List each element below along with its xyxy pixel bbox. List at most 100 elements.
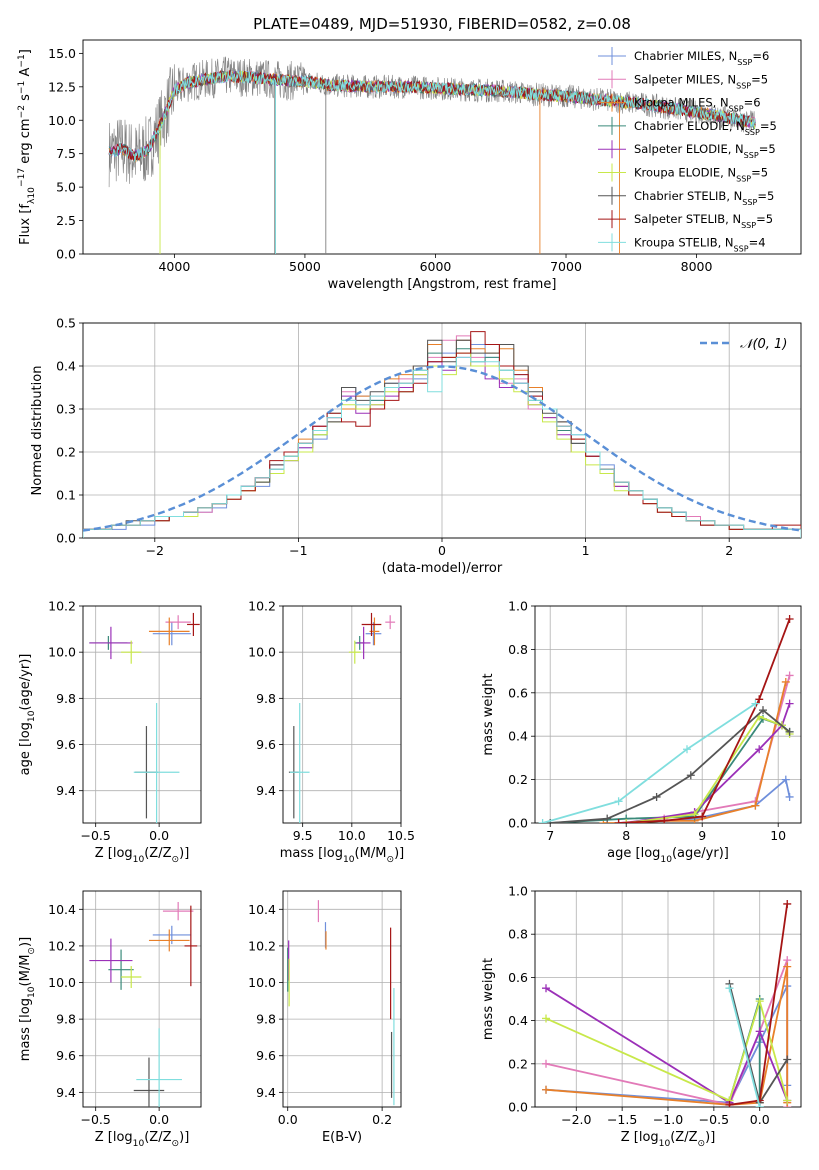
legend-label-part: =6 xyxy=(744,96,761,110)
weight-marker xyxy=(781,775,790,784)
y-axis-label-part: −1 xyxy=(17,81,27,94)
y-axis-label: mass [log10(M/M⊙)] xyxy=(18,937,37,1061)
weight-marker xyxy=(785,671,794,680)
x-axis-label: Z [log10(Z/Z⊙)] xyxy=(621,1130,716,1149)
axes-frame xyxy=(534,890,802,1108)
legend-label-part: =5 xyxy=(757,189,774,203)
axes-frame xyxy=(282,890,402,1108)
y-axis-label-part: )] xyxy=(18,937,33,947)
weight_vs_Z-plot-area xyxy=(542,899,792,1107)
x-axis-label-part: (Z/Z xyxy=(144,846,171,861)
weight-marker xyxy=(725,1100,734,1107)
age_vs_Z-plot-area xyxy=(89,612,200,823)
x-tick-label: −1.0 xyxy=(653,1112,683,1127)
x-axis-label: E(B-V) xyxy=(322,1130,362,1145)
y-tick-label: 10.0 xyxy=(48,113,76,128)
spectrum-model-kroupa_stelib xyxy=(108,70,756,162)
legend-label-part: =5 xyxy=(751,72,768,86)
x-axis-label-part: 10 xyxy=(133,855,145,865)
x-tick-label: −2.0 xyxy=(561,1112,591,1127)
x-axis-label: age [log10(age/yr)] xyxy=(607,846,729,865)
legend-label-part: SSP xyxy=(729,104,744,113)
legend-label-part: SSP xyxy=(745,127,760,136)
x-axis-label-part: 10 xyxy=(343,855,355,865)
x-axis-label-part: 10 xyxy=(133,1139,145,1149)
y-tick-label: 10.2 xyxy=(48,938,76,953)
legend-label: Salpeter MILES, NSSP=5 xyxy=(634,72,768,90)
x-axis-label: wavelength [Angstrom, rest frame] xyxy=(328,277,557,292)
legend-label: Chabrier STELIB, NSSP=5 xyxy=(634,189,774,207)
legend-label: Salpeter ELODIE, NSSP=5 xyxy=(634,142,776,160)
y-tick-label: 0.0 xyxy=(508,1100,528,1115)
weight-marker xyxy=(751,699,760,708)
y-tick-label: 10.4 xyxy=(48,902,76,917)
x-axis-label-part: ⊙ xyxy=(698,1139,706,1149)
axes-frame xyxy=(82,890,202,1108)
y-tick-label: 0.4 xyxy=(56,359,76,374)
x-tick-label: 4000 xyxy=(158,259,190,274)
weight-marker xyxy=(686,771,695,780)
x-axis-label-part: (M/M xyxy=(355,846,387,861)
y-tick-label: 0.6 xyxy=(508,970,528,985)
y-axis-label: Flux [fλ10−17 erg cm−2 s−1 A−1] xyxy=(17,49,37,245)
x-axis-label: (data-model)/error xyxy=(382,561,503,576)
weight-marker xyxy=(755,1027,764,1036)
y-tick-label: 9.4 xyxy=(56,1085,76,1100)
x-axis-label-part: (Z/Z xyxy=(144,1130,171,1145)
y-axis-label-part: −1 xyxy=(17,54,27,67)
x-tick-label: −1 xyxy=(289,543,307,558)
weight-marker xyxy=(725,984,734,993)
y-axis-label-part: erg cm xyxy=(18,118,33,167)
y-axis-label-part: 10 xyxy=(27,986,37,998)
weight-marker xyxy=(538,819,547,823)
weight-marker xyxy=(683,745,691,754)
legend-label-part: Salpeter ELODIE, N xyxy=(634,142,744,156)
y-axis-label-part: 10 xyxy=(27,187,37,199)
legend-label: Chabrier MILES, NSSP=6 xyxy=(634,49,769,67)
weight-line-kroupa_stelib xyxy=(728,987,761,1107)
y-tick-label: 9.8 xyxy=(56,1012,76,1027)
y-tick-label: 15.0 xyxy=(48,46,76,61)
x-axis-label-part: 10 xyxy=(659,1139,671,1149)
weight-marker xyxy=(755,745,764,754)
weight-marker xyxy=(622,819,631,823)
y-tick-label: 9.6 xyxy=(256,1048,276,1063)
age_vs_Z-panel: −0.5 0.09.49.69.810.010.2Z [log10(Z/Z⊙)]a… xyxy=(18,599,202,865)
x-tick-label: 0 xyxy=(438,543,446,558)
y-axis-label-part: age [log xyxy=(18,722,33,775)
mass_vs_Z-panel: −0.5 0.09.49.69.810.010.210.4Z [log10(Z/Z… xyxy=(18,890,202,1149)
legend-label-part: SSP xyxy=(734,244,749,253)
legend-label-part: SSP xyxy=(737,58,752,67)
axes-frame xyxy=(82,605,202,824)
y-tick-label: 10.2 xyxy=(48,599,76,614)
weight_vs_age-plot-area xyxy=(538,615,794,823)
y-tick-label: 10.2 xyxy=(248,938,276,953)
weight-marker xyxy=(614,797,623,806)
x-tick-label: −0.5 xyxy=(81,1112,111,1127)
y-tick-label: 0.5 xyxy=(56,316,76,331)
weight-marker xyxy=(542,1014,551,1023)
x-axis-label-part: Z [log xyxy=(95,846,133,861)
y-tick-label: 9.8 xyxy=(256,1012,276,1027)
legend-label: Salpeter STELIB, NSSP=5 xyxy=(634,212,773,230)
y-tick-label: 9.6 xyxy=(56,1048,76,1063)
legend-label-part: =5 xyxy=(759,142,776,156)
y-tick-label: 7.5 xyxy=(56,146,76,161)
x-tick-label: 0.2 xyxy=(372,1112,392,1127)
y-tick-label: 0.0 xyxy=(56,247,76,262)
weight-marker xyxy=(698,812,707,821)
weight-marker xyxy=(755,695,764,704)
legend-label: Kroupa STELIB, NSSP=4 xyxy=(634,235,766,253)
y-tick-label: 2.5 xyxy=(56,213,76,228)
legend-label-part: =5 xyxy=(760,119,777,133)
legend-label-part: Chabrier STELIB, N xyxy=(634,189,742,203)
y-axis-label-part: λ xyxy=(27,198,37,204)
legend-label-part: SSP xyxy=(736,81,751,90)
weight-marker xyxy=(783,962,792,971)
weight_vs_Z-panel: −2.0 −1.5 −1.0 −0.5 0.0 0.0 0.2 0.4 0.6 0.8 1.0 Z [… xyxy=(481,884,802,1149)
legend-label-part: Kroupa STELIB, N xyxy=(634,235,734,249)
y-tick-label: 9.4 xyxy=(56,783,76,798)
legend-label-part: SSP xyxy=(736,174,751,183)
axes-frame xyxy=(534,605,802,824)
